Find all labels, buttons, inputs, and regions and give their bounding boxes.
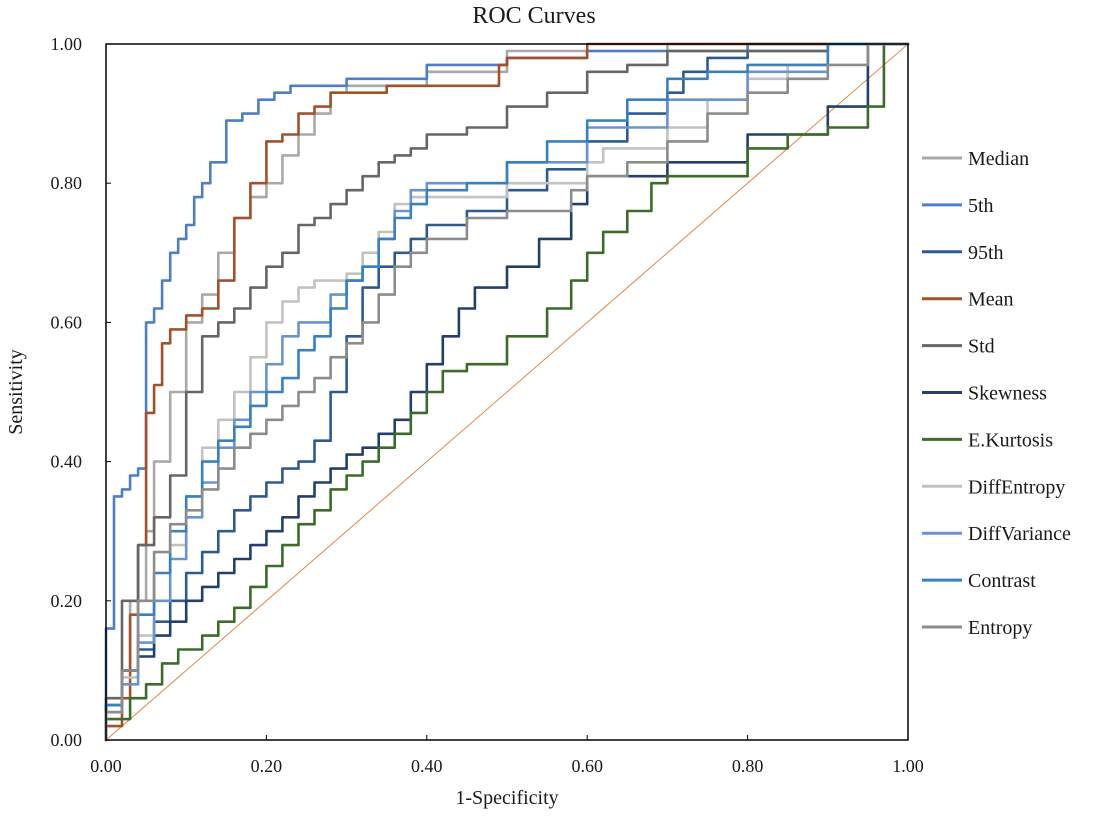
- legend-label: Mean: [968, 289, 1014, 311]
- roc-line-std: [104, 42, 910, 742]
- legend-item-std: Std: [922, 336, 995, 358]
- y-tick-label: 0.60: [51, 312, 83, 332]
- legend-label: 95th: [968, 242, 1004, 264]
- axes-layer: 0.00 0.20 0.40 0.60 0.80 1.00 0.00 0.20 0.40 0.60…: [51, 34, 924, 776]
- reference-diagonal-line: [105, 43, 909, 741]
- y-tick-label: 0.00: [51, 730, 83, 750]
- legend-label: Median: [968, 148, 1029, 170]
- x-tick-label: 0.00: [90, 756, 122, 776]
- legend-label: DiffEntropy: [968, 476, 1065, 498]
- legend-label: 5th: [968, 195, 994, 217]
- x-axis-label: 1-Specificity: [455, 787, 558, 809]
- roc-line-diffentropy: [104, 42, 910, 742]
- x-tick-label: 0.20: [251, 756, 283, 776]
- legend-item-5th: 5th: [922, 195, 994, 217]
- y-tick-label: 0.20: [51, 591, 83, 611]
- legend-item-mean: Mean: [922, 289, 1014, 311]
- legend-item-contrast: Contrast: [922, 570, 1036, 592]
- plot-area-frame: [105, 43, 909, 741]
- y-tick-label: 0.80: [51, 173, 83, 193]
- series-layer: [104, 42, 910, 742]
- legend-item-skewness: Skewness: [922, 383, 1047, 405]
- x-tick-label: 1.00: [892, 756, 924, 776]
- legend-item-median: Median: [922, 148, 1029, 170]
- y-tick-label: 0.40: [51, 452, 83, 472]
- roc-line-entropy: [104, 42, 910, 742]
- legend-label: E.Kurtosis: [968, 429, 1053, 451]
- legend-item-e-kurtosis: E.Kurtosis: [922, 429, 1053, 451]
- roc-line-e-kurtosis: [104, 42, 910, 742]
- legend-label: Std: [968, 336, 995, 358]
- legend-label: DiffVariance: [968, 523, 1071, 545]
- roc-line-5th: [104, 42, 910, 742]
- x-tick-label: 0.80: [732, 756, 764, 776]
- y-axis-label: Sensitivity: [5, 349, 27, 435]
- legend-item-diffentropy: DiffEntropy: [922, 476, 1065, 498]
- y-tick-label: 1.00: [51, 34, 83, 54]
- legend-label: Contrast: [968, 570, 1036, 592]
- legend-item-diffvariance: DiffVariance: [922, 523, 1071, 545]
- legend-label: Entropy: [968, 617, 1032, 639]
- chart-title: ROC Curves: [472, 3, 595, 29]
- legend-item-95th: 95th: [922, 242, 1004, 264]
- roc-line-skewness: [104, 42, 910, 742]
- roc-line-95th: [104, 42, 910, 742]
- x-tick-label: 0.60: [571, 756, 603, 776]
- legend: Median 5th 95th Mean Std Skewness E.Kurtosis Di…: [922, 148, 1071, 639]
- legend-label: Skewness: [968, 383, 1047, 405]
- roc-line-contrast: [104, 42, 910, 742]
- x-tick-label: 0.40: [411, 756, 443, 776]
- legend-item-entropy: Entropy: [922, 617, 1032, 639]
